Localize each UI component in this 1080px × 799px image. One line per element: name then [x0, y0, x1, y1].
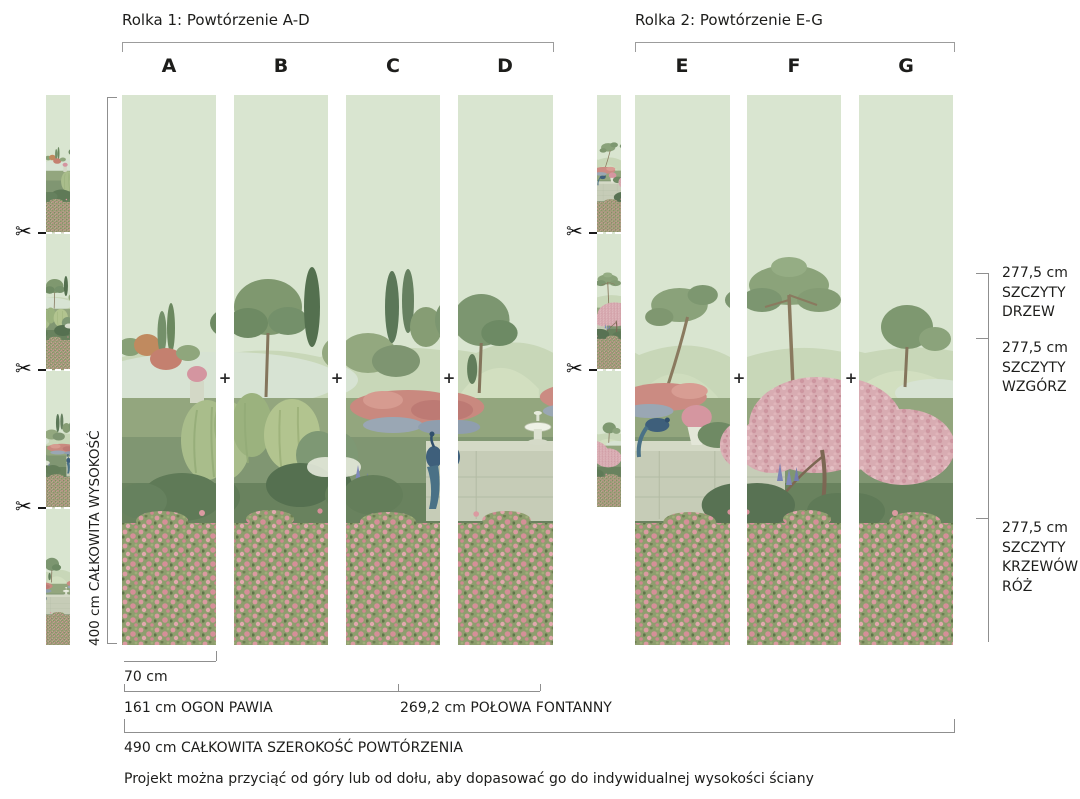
scissors-icon: ✂: [15, 494, 32, 518]
measure-tree-tops: 277,5 cm SZCZYTY DRZEW: [1002, 264, 1068, 323]
feature-measure-line: [124, 691, 540, 692]
feature-tick-start: [124, 684, 125, 691]
roll2-strip-segment-g: [597, 369, 621, 507]
measure-rosebush-tops: 277,5 cm SZCZYTY KRZEWÓW RÓŻ: [1002, 519, 1078, 597]
roll1-strip-segment-d: [46, 507, 70, 645]
wallpaper-panel-d: [458, 95, 553, 645]
join-plus-cd: +: [442, 369, 456, 387]
right-tick-roses: [976, 518, 988, 519]
roll2-strip-segment-f: [597, 232, 621, 370]
panel-letter-f: F: [787, 55, 801, 77]
measure-text: SZCZYTY: [1002, 359, 1066, 376]
measure-text: WZGÓRZ: [1002, 379, 1067, 395]
roll1-cutline-2: [46, 369, 70, 371]
measure-text: KRZEWÓW: [1002, 559, 1079, 575]
wallpaper-panel-b: [234, 95, 328, 645]
measure-text: SZCZYTY: [1002, 539, 1066, 556]
total-width-tick-right: [954, 719, 955, 732]
panel-width-line: [124, 661, 216, 662]
roll1-strip-segment-c: [46, 370, 70, 508]
roll1-cutline-3: [46, 506, 70, 509]
panel-letter-d: D: [497, 55, 513, 77]
measure-text: DRZEW: [1002, 304, 1055, 320]
measure-hill-tops: 277,5 cm SZCZYTY WZGÓRZ: [1002, 339, 1068, 398]
total-height-line: [107, 97, 108, 644]
roll1-cutdash-2: [38, 369, 46, 371]
roll2-bracket: [635, 42, 955, 52]
total-height-label: 400 cm CAŁKOWITA WYSOKOŚĆ: [87, 430, 103, 647]
panel-letter-b: B: [273, 55, 289, 77]
total-height-tick-top: [107, 97, 117, 98]
join-plus-bc: +: [330, 369, 344, 387]
panel-width-tick: [216, 651, 217, 661]
feature-tick-end: [540, 684, 541, 691]
roll1-cutdash-3: [38, 506, 46, 509]
roll1-bracket: [122, 42, 554, 52]
join-plus-fg: +: [844, 369, 858, 387]
total-width-line: [124, 732, 955, 733]
join-plus-ef: +: [732, 369, 746, 387]
peacock-tail-label: 161 cm OGON PAWIA: [124, 700, 273, 716]
feature-tick-mid: [398, 684, 399, 691]
half-fountain-label: 269,2 cm POŁOWA FONTANNY: [400, 700, 612, 716]
roll2-cutdash-2: [589, 368, 597, 371]
panel-letter-e: E: [675, 55, 689, 77]
measure-value: 277,5 cm: [1002, 265, 1068, 281]
roll1-title: Rolka 1: Powtórzenie A-D: [122, 11, 310, 29]
measure-text: SZCZYTY: [1002, 284, 1066, 301]
measure-text: RÓŻ: [1002, 578, 1033, 595]
wallpaper-panel-e: [635, 95, 730, 645]
measure-value: 277,5 cm: [1002, 520, 1068, 536]
total-width-tick-left: [124, 719, 125, 732]
scissors-icon: ✂: [566, 356, 583, 380]
scissors-icon: ✂: [566, 219, 583, 243]
roll1-cutdash-1: [38, 231, 46, 234]
roll1-cutline-1: [46, 231, 70, 234]
panel-letter-c: C: [386, 55, 400, 77]
roll1-strip-segment-a: [46, 95, 70, 233]
panel-width-label: 70 cm: [124, 669, 168, 685]
trim-note: Projekt można przyciąć od góry lub od do…: [124, 771, 814, 787]
roll1-strip-segment-b: [46, 232, 70, 370]
total-repeat-width-label: 490 cm CAŁKOWITA SZEROKOŚĆ POWTÓRZENIA: [124, 740, 463, 756]
right-measure-line: [988, 273, 989, 642]
roll2-cutline-2: [597, 368, 621, 371]
measure-value: 277,5 cm: [1002, 340, 1068, 356]
total-height-tick-bottom: [107, 643, 117, 644]
roll2-title: Rolka 2: Powtórzenie E-G: [635, 11, 823, 29]
panel-letter-a: A: [161, 55, 177, 77]
roll2-strip-segment-e: [597, 95, 621, 233]
roll2-cutline-1: [597, 231, 621, 234]
right-tick-hills: [976, 338, 988, 339]
wallpaper-panel-g: [859, 95, 953, 645]
scissors-icon: ✂: [15, 219, 32, 243]
scissors-icon: ✂: [15, 356, 32, 380]
right-tick-trees: [976, 273, 988, 274]
roll2-cutdash-1: [589, 231, 597, 234]
panel-letter-g: G: [898, 55, 914, 77]
join-plus-ab: +: [218, 369, 232, 387]
wallpaper-panel-f: [747, 95, 841, 645]
wallpaper-panel-c: [346, 95, 440, 645]
wallpaper-panel-a: [122, 95, 216, 645]
